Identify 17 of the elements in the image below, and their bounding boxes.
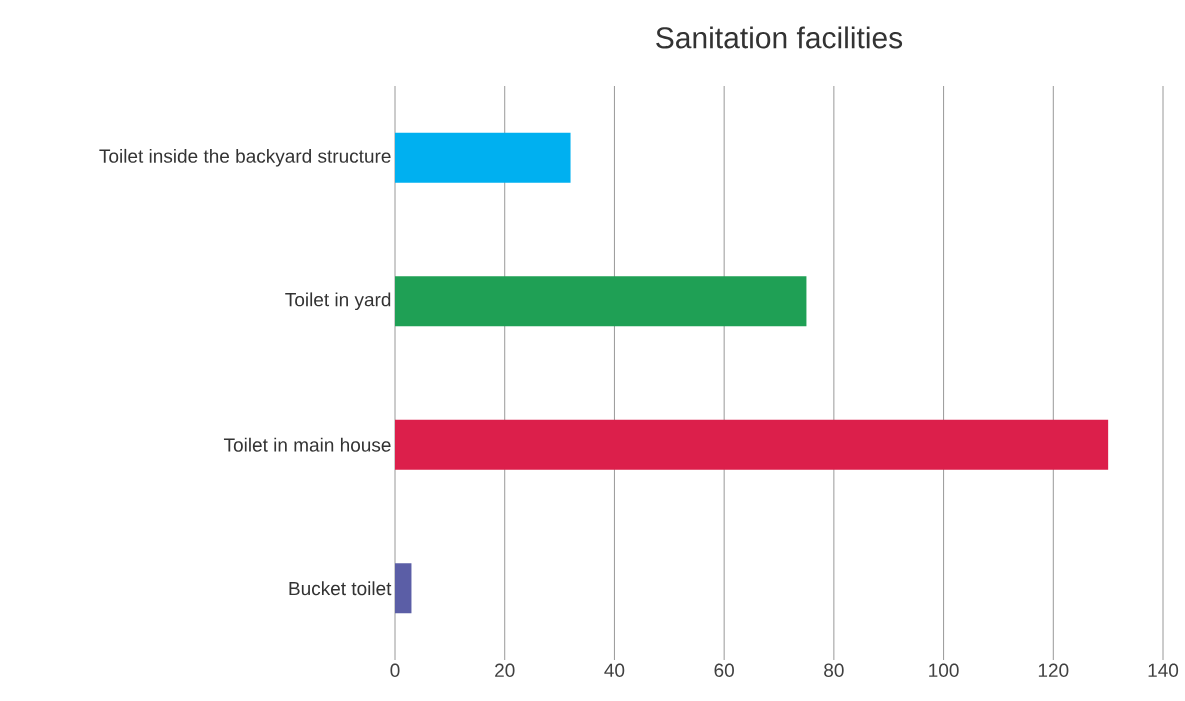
x-tick-label: 80 — [824, 663, 844, 677]
y-tick-label: Toilet in main house — [223, 437, 391, 452]
bar — [395, 276, 807, 327]
bar — [395, 132, 571, 183]
x-tick-label: 120 — [1038, 663, 1069, 677]
chart-title: Sanitation facilities — [656, 26, 903, 49]
x-tick-label: 40 — [604, 663, 625, 677]
x-tick-label: 60 — [714, 663, 734, 677]
x-tick-label: 20 — [495, 663, 515, 677]
y-tick-label: Toilet inside the backyard structure — [99, 148, 391, 167]
y-tick-label: Bucket toilet — [289, 581, 392, 596]
bar — [395, 563, 412, 614]
y-tick-label: Toilet in yard — [285, 292, 391, 311]
x-tick-label: 140 — [1148, 663, 1179, 677]
x-tick-label: 0 — [390, 663, 400, 677]
bar — [395, 419, 1109, 470]
x-tick-label: 100 — [929, 663, 959, 677]
